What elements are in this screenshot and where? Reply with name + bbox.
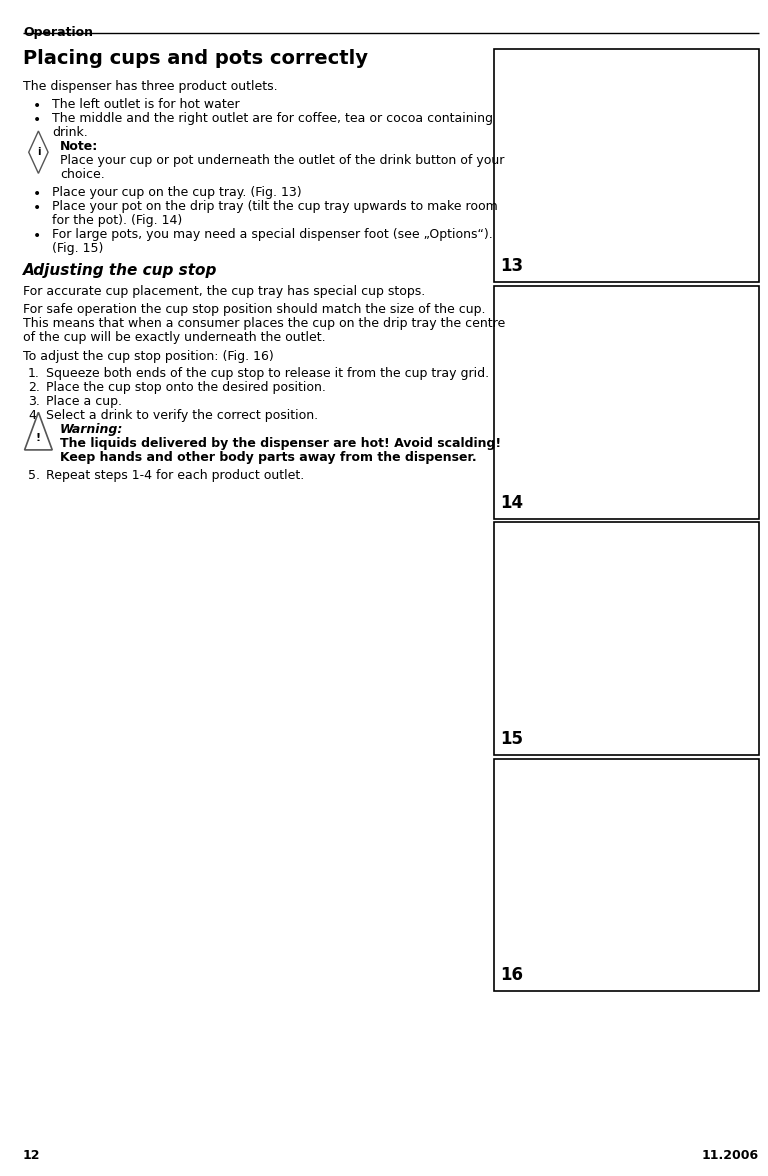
Text: •: •	[33, 187, 41, 201]
Text: The left outlet is for hot water: The left outlet is for hot water	[52, 98, 240, 111]
Text: Select a drink to verify the correct position.: Select a drink to verify the correct pos…	[46, 409, 318, 422]
Text: Operation: Operation	[23, 26, 93, 39]
Text: choice.: choice.	[60, 167, 104, 181]
Text: 15: 15	[500, 730, 523, 748]
Text: 16: 16	[500, 967, 523, 984]
Text: Keep hands and other body parts away from the dispenser.: Keep hands and other body parts away fro…	[60, 452, 476, 465]
Text: The liquids delivered by the dispenser are hot! Avoid scalding!: The liquids delivered by the dispenser a…	[60, 437, 501, 450]
Polygon shape	[25, 413, 52, 450]
Text: Place your cup or pot underneath the outlet of the drink button of your: Place your cup or pot underneath the out…	[60, 154, 505, 167]
Text: This means that when a consumer places the cup on the drip tray the centre: This means that when a consumer places t…	[23, 318, 505, 330]
Text: !: !	[36, 433, 41, 443]
Text: •: •	[33, 201, 41, 215]
Text: 3.: 3.	[28, 395, 40, 408]
Text: 2.: 2.	[28, 381, 40, 394]
Bar	[494, 286, 759, 519]
Text: Note:: Note:	[60, 140, 98, 153]
Text: To adjust the cup stop position: (Fig. 16): To adjust the cup stop position: (Fig. 1…	[23, 350, 273, 363]
Text: •: •	[33, 113, 41, 127]
Text: 12: 12	[23, 1149, 41, 1162]
Text: •: •	[33, 229, 41, 243]
Bar	[494, 522, 759, 755]
Text: 1.: 1.	[28, 367, 40, 381]
Text: 13: 13	[500, 258, 523, 275]
Text: Place a cup.: Place a cup.	[46, 395, 122, 408]
Text: •: •	[33, 99, 41, 113]
Text: 4.: 4.	[28, 409, 40, 422]
Text: (Fig. 15): (Fig. 15)	[52, 242, 104, 255]
Text: Adjusting the cup stop: Adjusting the cup stop	[23, 263, 217, 278]
Polygon shape	[28, 131, 48, 173]
Text: The middle and the right outlet are for coffee, tea or cocoa containing: The middle and the right outlet are for …	[52, 112, 493, 125]
Text: Place your cup on the cup tray. (Fig. 13): Place your cup on the cup tray. (Fig. 13…	[52, 186, 302, 199]
Text: 11.2006: 11.2006	[702, 1149, 759, 1162]
Bar	[494, 759, 759, 991]
Text: i: i	[37, 147, 40, 158]
Bar	[494, 49, 759, 282]
Text: For safe operation the cup stop position should match the size of the cup.: For safe operation the cup stop position…	[23, 303, 485, 316]
Text: 5.: 5.	[28, 468, 40, 482]
Text: For accurate cup placement, the cup tray has special cup stops.: For accurate cup placement, the cup tray…	[23, 285, 425, 298]
Text: For large pots, you may need a special dispenser foot (see „Options“).: For large pots, you may need a special d…	[52, 228, 493, 241]
Text: for the pot). (Fig. 14): for the pot). (Fig. 14)	[52, 214, 183, 227]
Text: Repeat steps 1-4 for each product outlet.: Repeat steps 1-4 for each product outlet…	[46, 468, 304, 482]
Text: of the cup will be exactly underneath the outlet.: of the cup will be exactly underneath th…	[23, 332, 326, 345]
Text: Squeeze both ends of the cup stop to release it from the cup tray grid.: Squeeze both ends of the cup stop to rel…	[46, 367, 489, 381]
Text: Warning:: Warning:	[60, 423, 124, 436]
Text: The dispenser has three product outlets.: The dispenser has three product outlets.	[23, 80, 278, 93]
Text: drink.: drink.	[52, 126, 88, 139]
Text: Placing cups and pots correctly: Placing cups and pots correctly	[23, 49, 368, 68]
Text: Place your pot on the drip tray (tilt the cup tray upwards to make room: Place your pot on the drip tray (tilt th…	[52, 200, 498, 213]
Text: Place the cup stop onto the desired position.: Place the cup stop onto the desired posi…	[46, 381, 326, 394]
Text: 14: 14	[500, 494, 523, 512]
